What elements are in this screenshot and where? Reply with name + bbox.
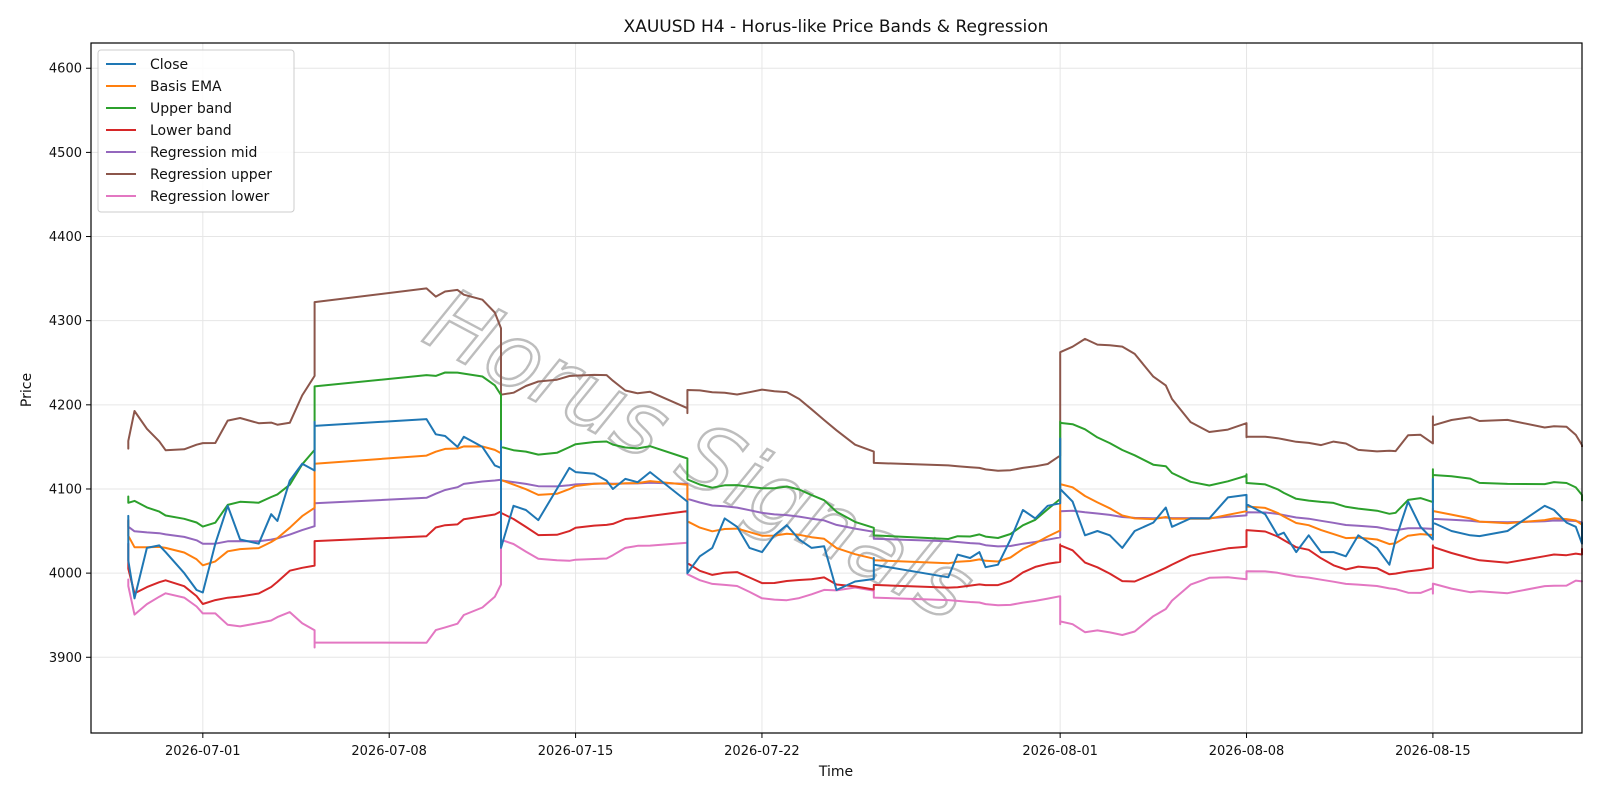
plot-area <box>127 287 1583 649</box>
series-regression-upper-line <box>127 287 1583 472</box>
legend: Close Basis EMA Upper band Lower band Regres… <box>97 49 295 213</box>
legend-label: Lower band <box>150 123 232 139</box>
y-tick-label: 4000 <box>49 567 82 582</box>
legend-label: Upper band <box>150 101 232 117</box>
legend-label: Regression mid <box>150 145 257 161</box>
x-tick-label: 2026-07-01 <box>165 744 241 759</box>
chart-title: XAUUSD H4 - Horus-like Price Bands & Reg… <box>624 17 1049 37</box>
series-lower-band-line <box>127 488 1583 605</box>
series-close-line <box>127 418 1583 600</box>
x-tick-label: 2026-07-15 <box>538 744 614 759</box>
y-tick-label: 3900 <box>49 651 82 666</box>
x-axis-ticks: 2026-07-01 2026-07-08 2026-07-15 2026-07-22… <box>165 733 1471 759</box>
y-axis-label: Price <box>19 373 35 407</box>
y-tick-label: 4300 <box>49 314 82 329</box>
series-regression-lower-line <box>127 533 1583 649</box>
legend-label: Basis EMA <box>150 79 222 95</box>
series-upper-band-line <box>127 371 1583 540</box>
y-tick-label: 4600 <box>49 62 82 77</box>
grid-lines <box>91 43 1582 733</box>
y-tick-label: 4100 <box>49 482 82 497</box>
axes-frame <box>90 42 1583 734</box>
x-axis-label: Time <box>818 764 853 780</box>
x-tick-label: 2026-08-08 <box>1209 744 1285 759</box>
y-tick-label: 4500 <box>49 146 82 161</box>
legend-label: Regression lower <box>150 189 270 205</box>
y-tick-label: 4200 <box>49 398 82 413</box>
legend-label: Regression upper <box>150 167 272 183</box>
x-tick-label: 2026-07-08 <box>351 744 427 759</box>
y-tick-label: 4400 <box>49 230 82 245</box>
legend-box <box>97 49 295 213</box>
legend-label: Close <box>150 57 188 73</box>
y-axis-ticks: 3900 4000 4100 4200 4300 4400 4500 4600 <box>49 62 91 666</box>
x-tick-label: 2026-07-22 <box>724 744 800 759</box>
x-tick-label: 2026-08-15 <box>1395 744 1471 759</box>
x-tick-label: 2026-08-01 <box>1022 744 1098 759</box>
